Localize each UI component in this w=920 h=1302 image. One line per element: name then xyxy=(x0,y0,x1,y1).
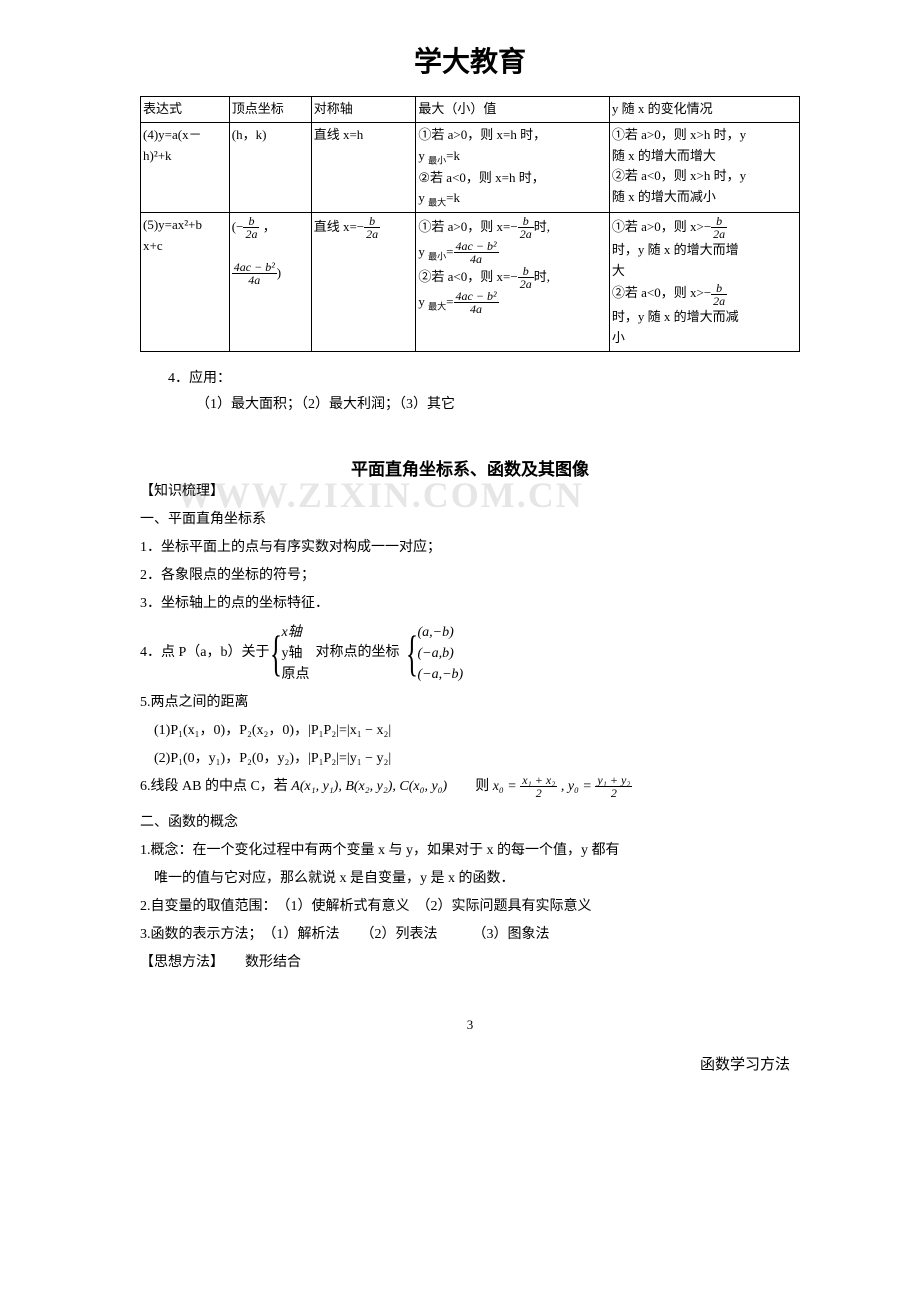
footer-right-text: 函数学习方法 xyxy=(140,1053,800,1074)
table-header-row: 表达式 顶点坐标 对称轴 最大（小）值 y 随 x 的变化情况 xyxy=(141,97,800,123)
text: ) xyxy=(277,265,281,280)
text: y 最小=k xyxy=(418,148,460,163)
concept-1b: 唯一的值与它对应，那么就说 x 是自变量，y 是 x 的函数． xyxy=(140,865,800,893)
text: 则 xyxy=(447,779,493,794)
document-page: 学大教育 表达式 顶点坐标 对称轴 最大（小）值 y 随 x 的变化情况 (4)… xyxy=(0,0,920,1114)
text: ①若 a>0，则 x> xyxy=(612,219,704,234)
app-content: （1）最大面积；（2）最大利润；（3）其它 xyxy=(140,392,800,419)
th-vertex: 顶点坐标 xyxy=(229,97,311,123)
properties-table: 表达式 顶点坐标 对称轴 最大（小）值 y 随 x 的变化情况 (4)y=a(x… xyxy=(140,96,800,352)
text: 2a xyxy=(711,295,727,307)
cell-max-4: ①若 a>0，则 x=h 时， y 最小=k ②若 a<0，则 x=h 时， y… xyxy=(416,122,609,213)
text: ①若 a>0，则 x= xyxy=(418,219,510,234)
text: (4)y=a(x－ xyxy=(143,127,202,142)
text: 时, xyxy=(534,219,550,234)
th-change: y 随 x 的变化情况 xyxy=(609,97,799,123)
cell-axis-4: 直线 x=h xyxy=(311,122,416,213)
text: b xyxy=(711,282,727,295)
text: A(x₁, y₁), B(x₂, y₂), C(x₀, y₀) xyxy=(291,779,447,794)
text: ②若 a<0，则 x> xyxy=(612,285,704,300)
text: (5)y=ax²+b xyxy=(143,217,202,232)
text: 2a xyxy=(364,228,380,240)
text: 4．点 P（a，b）关于 xyxy=(140,639,270,667)
text: 2a xyxy=(518,228,534,240)
heading-2: 二、函数的概念 xyxy=(140,809,800,837)
text: 时, xyxy=(534,269,550,284)
item-3: 3．坐标轴上的点的坐标特征． xyxy=(140,590,800,618)
text: 4a xyxy=(454,253,499,265)
cell-vertex-5: (−b2a ， 4ac − b²4a) xyxy=(229,213,311,351)
cell-change-4: ①若 a>0，则 x>h 时，y 随 x 的增大而增大 ②若 a<0，则 x>h… xyxy=(609,122,799,213)
text: y轴 xyxy=(282,643,310,664)
th-max: 最大（小）值 xyxy=(416,97,609,123)
th-expr: 表达式 xyxy=(141,97,230,123)
text: h)²+k xyxy=(143,148,172,163)
text: 随 x 的增大而增大 xyxy=(612,148,716,163)
item-1: 1．坐标平面上的点与有序实数对构成一一对应； xyxy=(140,534,800,562)
text: 2a xyxy=(243,228,259,240)
kb-label: 【知识梳理】 xyxy=(140,478,800,506)
text: ②若 a<0，则 x>h 时，y xyxy=(612,168,746,183)
heading-1: 一、平面直角坐标系 xyxy=(140,506,800,534)
text: 2 xyxy=(595,787,632,799)
text: (−a,b) xyxy=(418,643,464,664)
concept-3: 3.函数的表示方法； （1）解析法 （2）列表法 （3）图象法 xyxy=(140,921,800,949)
text: x轴 xyxy=(282,622,310,643)
knowledge-section: 【知识梳理】 一、平面直角坐标系 1．坐标平面上的点与有序实数对构成一一对应； … xyxy=(140,478,800,977)
text: 4a xyxy=(454,303,499,315)
text: ， xyxy=(259,219,275,234)
brace-axes: { x轴 y轴 原点 xyxy=(270,622,310,685)
cell-expr-5: (5)y=ax²+b x+c xyxy=(141,213,230,351)
concept-1a: 1.概念：在一个变化过程中有两个变量 x 与 y，如果对于 x 的每一个值，y … xyxy=(140,837,800,865)
text: 原点 xyxy=(282,664,310,685)
text: 大 xyxy=(612,263,625,278)
page-number: 3 xyxy=(140,1017,800,1033)
text: ②若 a<0，则 x=h 时， xyxy=(418,170,544,185)
application-section: 4．应用： （1）最大面积；（2）最大利润；（3）其它 xyxy=(140,366,800,419)
text: 时，y 随 x 的增大而增 xyxy=(612,242,739,257)
text: ②若 a<0，则 x= xyxy=(418,269,510,284)
text: (−a,−b) xyxy=(418,664,464,685)
cell-max-5: ①若 a>0，则 x=−b2a时, y 最小=4ac − b²4a ②若 a<0… xyxy=(416,213,609,351)
item-5-2: (2)P₁(0，y₁)，P₂(0，y₂)，|P₁P₂|=|y₁ − y₂| xyxy=(140,745,800,773)
item-5: 5.两点之间的距离 xyxy=(140,689,800,717)
text: 小 xyxy=(612,330,625,345)
text: ①若 a>0，则 x>h 时，y xyxy=(612,127,746,142)
text: y 最大=k xyxy=(418,190,460,205)
text: 2a xyxy=(711,228,727,240)
thought-method: 【思想方法】 数形结合 xyxy=(140,949,800,977)
text: ( xyxy=(232,219,236,234)
page-header-title: 学大教育 xyxy=(140,40,800,80)
app-title: 4．应用： xyxy=(140,366,800,393)
text: (a,−b) xyxy=(418,622,464,643)
table-row: (5)y=ax²+b x+c (−b2a ， 4ac − b²4a) 直线 x=… xyxy=(141,213,800,351)
concept-2: 2.自变量的取值范围： （1）使解析式有意义 （2）实际问题具有实际意义 xyxy=(140,893,800,921)
text: 2a xyxy=(518,278,534,290)
cell-axis-5: 直线 x=−b2a xyxy=(311,213,416,351)
text: x+c xyxy=(143,238,163,253)
cell-vertex-4: (h，k) xyxy=(229,122,311,213)
item-4: 4．点 P（a，b）关于 { x轴 y轴 原点 对称点的坐标 { (a,−b) … xyxy=(140,618,800,689)
text: 时，y 随 x 的增大而减 xyxy=(612,309,739,324)
cell-change-5: ①若 a>0，则 x>−b2a 时，y 随 x 的增大而增 大 ②若 a<0，则… xyxy=(609,213,799,351)
cell-expr-4: (4)y=a(x－ h)²+k xyxy=(141,122,230,213)
brace-sym: { (a,−b) (−a,b) (−a,−b) xyxy=(406,622,464,685)
text: 对称点的坐标 xyxy=(316,639,400,667)
item-6: 6.线段 AB 的中点 C，若 A(x₁, y₁), B(x₂, y₂), C(… xyxy=(140,773,800,801)
item-5-1: (1)P₁(x₁，0)，P₂(x₂，0)，|P₁P₂|=|x₁ − x₂| xyxy=(140,717,800,745)
table-row: (4)y=a(x－ h)²+k (h，k) 直线 x=h ①若 a>0，则 x=… xyxy=(141,122,800,213)
text: 随 x 的增大而减小 xyxy=(612,189,716,204)
th-axis: 对称轴 xyxy=(311,97,416,123)
text: 4a xyxy=(232,274,277,286)
text: 直线 x= xyxy=(314,219,357,234)
item-2: 2．各象限点的坐标的符号； xyxy=(140,562,800,590)
text: 2 xyxy=(520,787,557,799)
text: ①若 a>0，则 x=h 时， xyxy=(418,127,546,142)
text: 6.线段 AB 的中点 C，若 xyxy=(140,779,291,794)
